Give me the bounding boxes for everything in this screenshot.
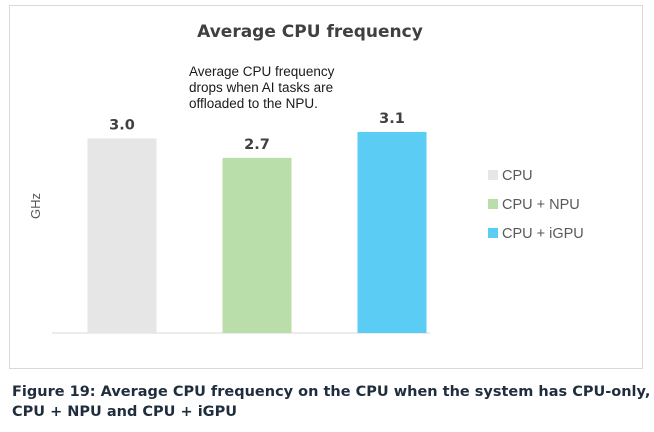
bar-chart: Average CPU frequency Average CPU freque… (28, 22, 584, 334)
bar-cpu-igpu (357, 131, 427, 333)
caption-line-2: CPU + NPU and CPU + iGPU (12, 404, 237, 420)
y-axis-label: GHz (28, 193, 43, 219)
data-label-cpu-igpu: 3.1 (379, 111, 405, 127)
annotation-line-2: drops when AI tasks are (189, 80, 333, 95)
data-label-cpu: 3.0 (109, 117, 135, 133)
figure-caption: Figure 19: Average CPU frequency on the … (12, 382, 651, 422)
legend-swatch-cpu (488, 170, 498, 180)
caption-line-1: Figure 19: Average CPU frequency on the … (12, 384, 651, 400)
data-labels: 3.0 2.7 3.1 (109, 111, 405, 153)
annotation: Average CPU frequency drops when AI task… (189, 64, 335, 111)
legend-label-cpu: CPU (502, 168, 533, 184)
legend-swatch-cpu-igpu (488, 228, 498, 238)
legend-label-cpu-npu: CPU + NPU (502, 197, 580, 213)
chart-title: Average CPU frequency (197, 22, 423, 42)
annotation-line-3: offloaded to the NPU. (189, 96, 318, 111)
legend: CPU CPU + NPU CPU + iGPU (488, 168, 584, 242)
legend-swatch-cpu-npu (488, 199, 498, 209)
bar-cpu-npu (222, 157, 292, 333)
chart-frame: Average CPU frequency Average CPU freque… (9, 5, 643, 369)
bar-cpu (87, 138, 157, 333)
data-label-cpu-npu: 2.7 (244, 137, 270, 153)
annotation-line-1: Average CPU frequency (189, 64, 335, 79)
bars (87, 131, 427, 333)
legend-label-cpu-igpu: CPU + iGPU (502, 226, 584, 242)
